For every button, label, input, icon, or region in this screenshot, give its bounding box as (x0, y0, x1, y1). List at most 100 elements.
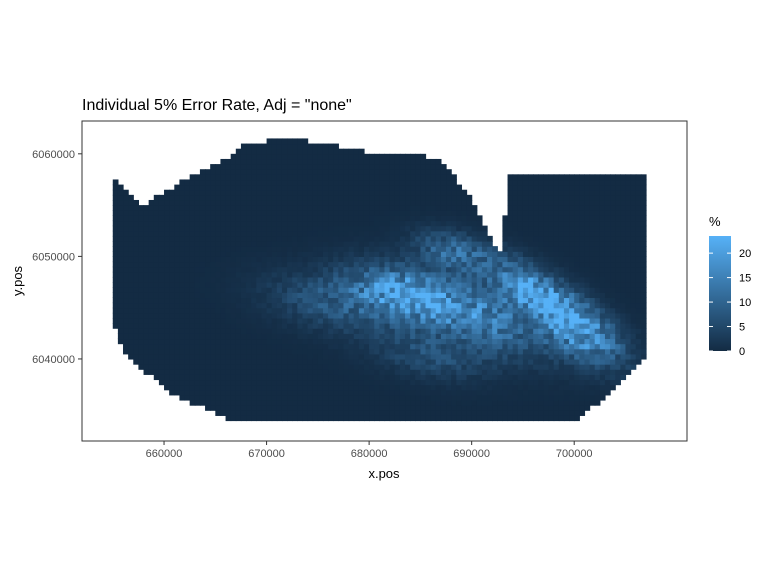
heatmap-cell (148, 353, 155, 360)
heatmap-cell (307, 179, 314, 186)
heatmap-cell (169, 358, 175, 365)
heatmap-cell (374, 312, 380, 319)
heatmap-cell (199, 194, 206, 201)
heatmap-cell (353, 153, 360, 160)
heatmap-cell (466, 261, 473, 268)
heatmap-cell (266, 158, 273, 165)
heatmap-cell (287, 230, 293, 237)
heatmap-cell (563, 292, 570, 299)
heatmap-cell (348, 225, 355, 232)
heatmap-cell (492, 256, 498, 263)
heatmap-cell (363, 276, 370, 283)
heatmap-cell (292, 292, 298, 299)
heatmap-cell (235, 343, 242, 350)
heatmap-cell (266, 384, 273, 391)
heatmap-cell (466, 348, 473, 355)
heatmap-cell (389, 384, 396, 391)
heatmap-cell (389, 338, 396, 345)
heatmap-cell (625, 210, 632, 216)
heatmap-cell (189, 246, 196, 252)
heatmap-cell (563, 179, 570, 186)
heatmap-cell (297, 184, 304, 191)
heatmap-cell (456, 328, 463, 334)
heatmap-cell (174, 210, 181, 216)
heatmap-cell (425, 230, 432, 237)
heatmap-cell (507, 246, 514, 252)
heatmap-cell (287, 399, 293, 406)
heatmap-cell (358, 241, 365, 247)
heatmap-cell (487, 379, 493, 386)
heatmap-cell (240, 169, 247, 175)
heatmap-cell (328, 153, 334, 160)
heatmap-cell (384, 338, 391, 345)
heatmap-cell (456, 266, 463, 273)
heatmap-cell (230, 297, 237, 304)
heatmap-cell (528, 348, 534, 355)
heatmap-cell (297, 225, 304, 232)
heatmap-cell (230, 312, 237, 319)
heatmap-cell (353, 292, 360, 299)
heatmap-cell (369, 384, 375, 391)
heatmap-cell (589, 276, 596, 283)
heatmap-cell (302, 312, 309, 319)
heatmap-cell (189, 369, 196, 375)
heatmap-cell (630, 364, 637, 370)
heatmap-cell (625, 251, 632, 257)
heatmap-cell (333, 292, 339, 299)
heatmap-cell (492, 369, 498, 375)
heatmap-cell (399, 369, 406, 375)
heatmap-cell (143, 317, 150, 324)
heatmap-cell (158, 297, 165, 304)
heatmap-cell (394, 271, 401, 278)
heatmap-cell (287, 241, 293, 247)
heatmap-cell (261, 230, 268, 237)
heatmap-cell (261, 399, 268, 406)
heatmap-cell (148, 287, 155, 293)
heatmap-cell (235, 215, 242, 222)
heatmap-cell (420, 353, 427, 360)
heatmap-cell (158, 205, 165, 211)
heatmap-cell (112, 199, 119, 206)
heatmap-cell (630, 179, 637, 186)
heatmap-cell (133, 246, 139, 252)
heatmap-cell (517, 307, 524, 314)
heatmap-cell (271, 323, 278, 329)
heatmap-cell (246, 282, 252, 288)
heatmap-cell (374, 215, 380, 222)
heatmap-cell (517, 235, 524, 242)
heatmap-cell (148, 199, 155, 206)
heatmap-cell (451, 210, 457, 216)
heatmap-cell (158, 287, 165, 293)
heatmap-cell (415, 323, 421, 329)
heatmap-cell (281, 276, 288, 283)
heatmap-cell (169, 333, 175, 340)
heatmap-cell (425, 302, 432, 309)
heatmap-cell (625, 302, 632, 309)
heatmap-cell (610, 317, 616, 324)
heatmap-cell (630, 312, 637, 319)
heatmap-cell (492, 405, 498, 411)
heatmap-cell (174, 302, 181, 309)
heatmap-cell (481, 384, 488, 391)
heatmap-cell (210, 312, 216, 319)
heatmap-cell (389, 328, 396, 334)
heatmap-cell (579, 389, 586, 396)
heatmap-cell (179, 338, 186, 345)
heatmap-cell (487, 389, 493, 396)
heatmap-cell (128, 292, 134, 299)
heatmap-cell (338, 287, 345, 293)
heatmap-cell (440, 271, 447, 278)
heatmap-cell (333, 379, 339, 386)
heatmap-cell (246, 343, 252, 350)
heatmap-cell (117, 205, 124, 211)
heatmap-cell (328, 343, 334, 350)
heatmap-cell (179, 323, 186, 329)
heatmap-cell (389, 348, 396, 355)
heatmap-cell (210, 215, 216, 222)
heatmap-cell (456, 364, 463, 370)
heatmap-cell (481, 297, 488, 304)
heatmap-cell (528, 384, 534, 391)
heatmap-cell (261, 153, 268, 160)
heatmap-cell (338, 415, 345, 422)
heatmap-cell (384, 384, 391, 391)
